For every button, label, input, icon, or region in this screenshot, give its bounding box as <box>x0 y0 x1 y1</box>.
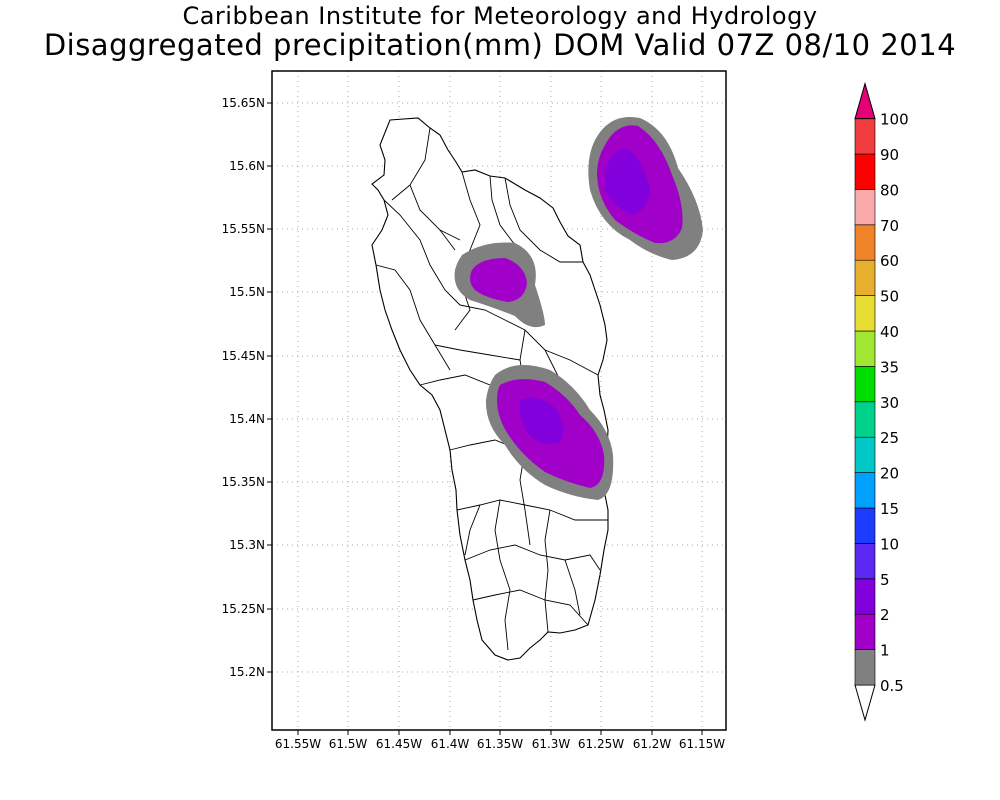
colorbar-swatch <box>854 613 876 650</box>
colorbar-level-label: 35 <box>880 358 899 376</box>
lon-tick-label: 61.25W <box>578 737 624 751</box>
colorbar-level-label: 15 <box>880 500 899 518</box>
lat-tick-label: 15.5N <box>229 285 265 299</box>
lon-tick-label: 61.3W <box>532 737 571 751</box>
colorbar-swatch <box>854 543 876 580</box>
lon-tick-label: 61.5W <box>329 737 368 751</box>
colorbar-level-label: 60 <box>880 252 899 270</box>
colorbar-level-label: 90 <box>880 146 899 164</box>
colorbar-upper-triangle <box>854 81 876 120</box>
colorbar-swatch <box>854 295 876 332</box>
colorbar-level-label: 5 <box>880 571 890 589</box>
colorbar-swatch <box>854 153 876 190</box>
map-grid <box>272 71 726 730</box>
lon-tick-label: 61.35W <box>477 737 523 751</box>
colorbar-lower-triangle <box>854 684 876 722</box>
colorbar-level-label: 10 <box>880 535 899 553</box>
colorbar-level-label: 25 <box>880 429 899 447</box>
colorbar-swatch <box>854 189 876 226</box>
colorbar-swatch <box>854 436 876 473</box>
colorbar-level-label: 80 <box>880 181 899 199</box>
lon-tick-label: 61.2W <box>633 737 672 751</box>
longitude-axis: 61.55W 61.5W 61.45W 61.4W 61.35W 61.3W 61.25W 6… <box>275 730 725 751</box>
colorbar-swatch <box>854 507 876 544</box>
lat-tick-label: 15.6N <box>229 159 265 173</box>
lat-tick-label: 15.35N <box>222 475 265 489</box>
lon-tick-label: 61.15W <box>679 737 725 751</box>
lon-tick-label: 61.55W <box>275 737 321 751</box>
colorbar-level-label: 30 <box>880 394 899 412</box>
colorbar-swatch <box>854 649 876 686</box>
lat-tick-label: 15.55N <box>222 222 265 236</box>
colorbar-level-label: 40 <box>880 323 899 341</box>
lon-tick-label: 61.4W <box>431 737 470 751</box>
lon-tick-label: 61.45W <box>376 737 422 751</box>
lat-tick-label: 15.25N <box>222 602 265 616</box>
colorbar-level-label: 0.5 <box>880 677 904 695</box>
colorbar-swatch <box>854 118 876 155</box>
precip-area-north-east <box>588 116 703 260</box>
lat-tick-label: 15.45N <box>222 349 265 363</box>
colorbar-swatch <box>854 259 876 296</box>
precip-area-central-north <box>454 242 545 328</box>
colorbar-level-label: 70 <box>880 217 899 235</box>
map-frame <box>271 70 727 731</box>
colorbar-swatch <box>854 366 876 403</box>
lat-tick-label: 15.2N <box>229 665 265 679</box>
colorbar-swatch <box>854 472 876 509</box>
chart-title: Caribbean Institute for Meteorology and … <box>182 2 818 30</box>
colorbar-swatch <box>854 330 876 367</box>
colorbar-swatch <box>854 578 876 615</box>
lat-tick-label: 15.65N <box>222 96 265 110</box>
precip-area-central-south <box>485 365 614 500</box>
colorbar-level-label: 2 <box>880 606 890 624</box>
colorbar-level-label: 50 <box>880 288 899 306</box>
lat-tick-label: 15.3N <box>229 538 265 552</box>
colorbar-level-label: 20 <box>880 465 899 483</box>
colorbar-level-label: 100 <box>880 111 909 129</box>
colorbar-swatch <box>854 401 876 438</box>
lat-tick-label: 15.4N <box>229 412 265 426</box>
latitude-axis: 15.65N 15.6N 15.55N 15.5N 15.45N 15.4N 15.35N 1… <box>222 96 272 679</box>
chart-subtitle: Disaggregated precipitation(mm) DOM Vali… <box>43 28 957 62</box>
colorbar-swatch <box>854 224 876 261</box>
colorbar-level-label: 1 <box>880 642 890 660</box>
